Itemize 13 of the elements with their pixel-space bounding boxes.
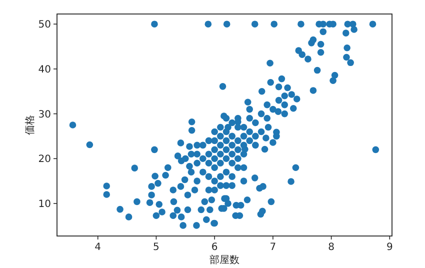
y-tick-label: 40	[38, 64, 51, 76]
x-axis-title: 部屋数	[210, 254, 240, 266]
y-tick-label: 50	[38, 20, 51, 31]
x-tick-label: 6	[211, 242, 218, 253]
y-tick-label: 10	[38, 198, 51, 210]
x-tick-label: 5	[153, 242, 160, 253]
x-tick-label: 4	[94, 242, 102, 253]
x-tick-label: 7	[270, 242, 276, 253]
x-tick-label: 8	[328, 242, 334, 253]
x-tick-label: 9	[386, 242, 393, 253]
y-tick-label: 20	[38, 154, 51, 166]
y-axis-title: 価格	[24, 115, 36, 135]
y-tick-label: 30	[38, 109, 51, 120]
